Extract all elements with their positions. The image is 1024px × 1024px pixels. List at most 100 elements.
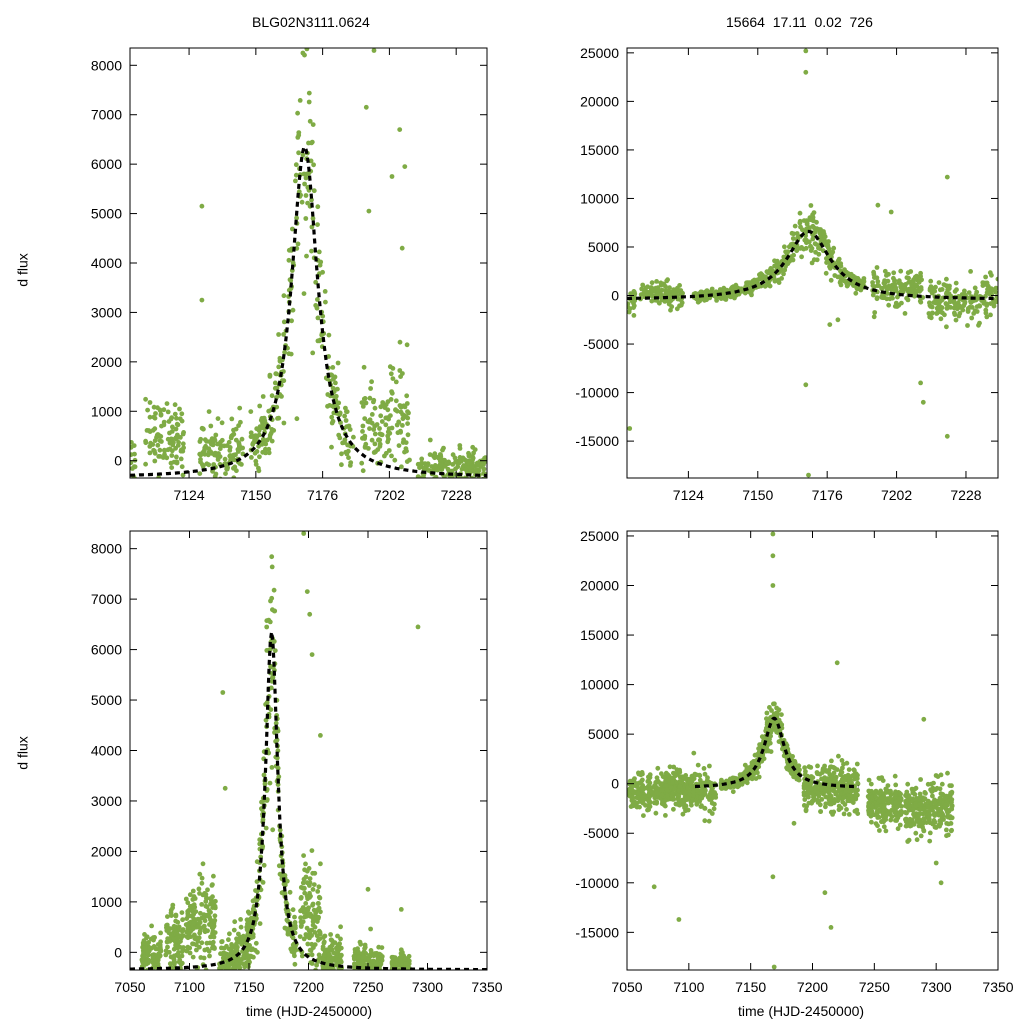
data-point [318,909,323,915]
data-point [829,254,834,260]
data-point [366,208,372,214]
data-point [438,462,444,468]
data-point [300,880,306,886]
data-point [858,286,863,292]
data-point [627,309,632,315]
data-point [933,860,939,866]
data-point [930,793,935,799]
data-point [298,908,303,914]
data-point [257,921,263,926]
data-point [309,941,315,947]
data-point [150,935,156,941]
data-point [840,799,846,805]
data-point [654,790,660,796]
data-point [702,818,708,824]
data-point [283,926,289,931]
data-point [208,423,214,429]
data-point [687,778,692,784]
y-tick-label: -15000 [575,433,619,449]
data-point [169,453,175,458]
data-point [155,442,161,448]
data-point [815,763,820,769]
data-point [691,750,697,756]
y-tick-label: 6000 [91,156,122,172]
data-point [266,446,272,452]
data-point [290,942,296,948]
panel-bottom-right: 7050 7100 7150 7200 7250 7300 7350-15000-10000… [575,528,1013,995]
data-point [151,404,157,410]
data-point [659,792,665,798]
data-point [711,793,717,799]
data-point [388,371,394,377]
data-point [221,950,226,956]
data-point [307,883,312,888]
data-point [174,944,180,950]
data-point [876,814,882,820]
data-point [866,777,872,783]
data-point [321,935,326,940]
data-point [817,802,823,808]
data-point [942,794,948,800]
data-point [168,910,174,916]
y-tick-label: 7000 [91,591,122,607]
data-point [345,448,351,454]
data-point [987,291,993,297]
data-point [212,903,218,909]
data-point [330,365,336,370]
data-point [921,827,926,833]
data-point [834,767,840,772]
data-point [313,910,318,916]
data-point [415,461,421,467]
data-point [770,583,776,588]
data-point [322,289,328,294]
data-point [877,828,882,833]
data-point [432,451,438,457]
data-point [828,764,833,770]
data-point [655,765,661,771]
data-point [158,412,164,418]
y-tick-label: 5000 [91,206,122,222]
panel-top-left: 7124 7150 7176 7202 722801000200030004000500… [91,47,488,503]
data-point [191,902,197,908]
data-point [368,386,373,391]
data-point [288,946,294,952]
data-point [371,953,377,959]
data-point [838,791,843,796]
data-point [969,315,975,321]
data-point [870,283,876,288]
data-point [144,935,149,941]
data-point [457,455,463,460]
data-point [983,307,989,313]
data-point [202,947,208,953]
data-point [896,278,902,284]
data-point [965,323,970,328]
data-point [866,807,872,813]
data-point [200,892,206,898]
data-point [388,413,393,418]
data-point [303,874,309,880]
data-point [809,779,814,785]
data-point [222,456,228,462]
data-point [360,404,366,409]
data-point [294,416,300,422]
data-point [991,287,997,293]
data-point [698,795,704,800]
data-point [206,409,212,414]
data-point [667,764,673,770]
x-tick-label: 7228 [441,487,472,503]
data-point [893,810,898,816]
data-point [677,283,682,288]
data-point [210,918,216,924]
data-point [200,861,206,867]
data-point [208,896,214,901]
data-point [226,439,232,445]
data-point [180,441,186,447]
data-point [755,762,761,767]
data-point [855,781,861,787]
data-point [295,135,301,140]
data-point [290,260,296,266]
data-point [242,964,248,970]
data-point [185,900,191,906]
data-point [399,245,405,251]
data-point [314,933,320,939]
